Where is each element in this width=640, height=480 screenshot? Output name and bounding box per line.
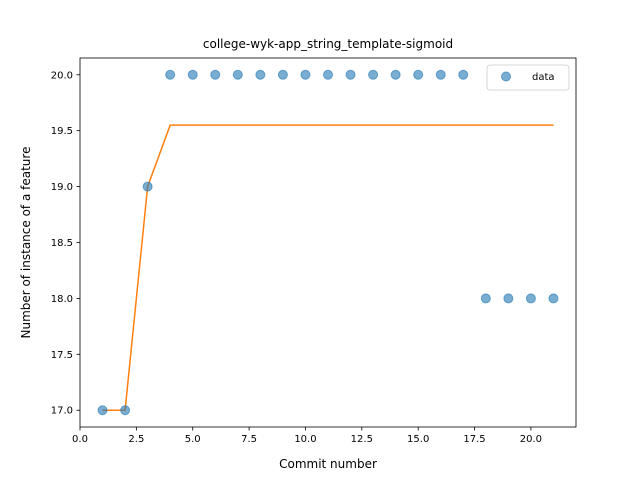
data-point (165, 69, 176, 80)
y-tick-label: 18.5 (51, 238, 73, 249)
data-series (97, 69, 559, 416)
legend-label-data: data (532, 72, 555, 83)
data-point (390, 69, 401, 80)
x-axis-ticks: 0.0 2.5 5.0 7.5 10.0 12.5 15.0 17.5 20.0 (72, 427, 542, 445)
legend: data (486, 64, 570, 91)
legend-marker-data (501, 71, 511, 82)
y-axis-ticks: 17.0 17.5 18.0 18.5 19.0 19.5 20.0 (51, 70, 80, 417)
data-point (525, 293, 536, 304)
x-axis-label: Commit number (279, 457, 377, 471)
x-tick-label: 7.5 (241, 434, 257, 445)
plot-area-frame (79, 57, 577, 428)
data-point (97, 405, 108, 416)
data-point (255, 69, 266, 80)
x-tick-label: 15.0 (407, 434, 429, 445)
x-tick-label: 12.5 (351, 434, 373, 445)
data-point (323, 69, 333, 80)
y-tick-label: 17.0 (51, 406, 73, 417)
data-point (548, 293, 559, 304)
x-tick-label: 20.0 (520, 434, 542, 445)
data-point (232, 69, 243, 80)
data-point (187, 69, 198, 80)
x-tick-label: 0.0 (72, 434, 88, 445)
x-tick-label: 2.5 (128, 434, 144, 445)
chart-title: college-wyk-app_string_template-sigmoid (203, 37, 453, 51)
y-tick-label: 17.5 (51, 350, 73, 361)
y-tick-label: 20.0 (51, 70, 73, 81)
fit-line-series (102, 124, 554, 411)
data-point (345, 69, 356, 80)
x-tick-label: 17.5 (463, 434, 485, 445)
data-point (435, 69, 446, 80)
data-point (413, 69, 424, 80)
data-point (142, 181, 153, 192)
data-point (300, 69, 311, 80)
y-tick-label: 19.5 (51, 126, 73, 137)
x-tick-label: 10.0 (294, 434, 316, 445)
data-point (503, 293, 514, 304)
y-tick-label: 19.0 (51, 182, 73, 193)
data-point (120, 405, 131, 416)
data-point (458, 69, 469, 80)
fit-line (102, 124, 554, 411)
data-point (368, 69, 379, 80)
data-point (210, 69, 221, 80)
y-axis-label: Number of instance of a feature (19, 147, 33, 339)
data-point (277, 69, 288, 80)
x-tick-label: 5.0 (185, 434, 201, 445)
legend-box (486, 64, 570, 91)
data-point (480, 293, 491, 304)
y-tick-label: 18.0 (51, 294, 73, 305)
